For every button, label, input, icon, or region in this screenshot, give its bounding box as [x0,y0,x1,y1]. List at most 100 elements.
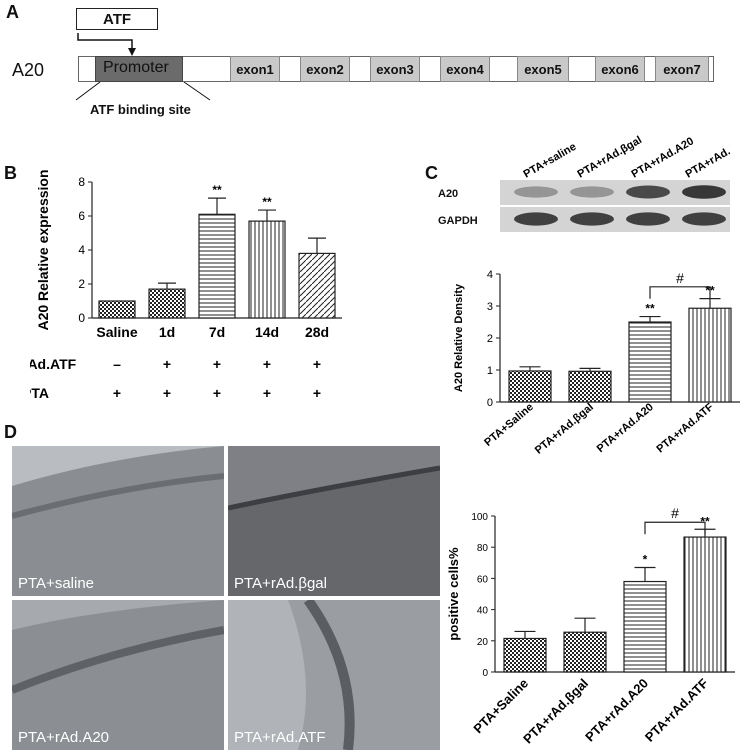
condition-mark: + [313,356,321,372]
exon-7: exon7 [655,56,709,82]
category-label: PTA+rAd.A20 [595,401,656,455]
category-label: Saline [96,324,137,340]
y-axis-label: A20 Relative Density [453,283,465,392]
exon-3: exon3 [370,56,420,82]
chart-d: 0 20 40 60 80 100 positive cells% PTA+Saline PTA… [446,505,735,746]
category-label: 28d [305,324,329,340]
tissue-texture [12,446,224,596]
blot-band [570,212,614,226]
bar [563,631,607,673]
category-label: PTA+rAd.βgal [533,401,596,457]
category-label: 1d [159,324,175,340]
bar [148,288,186,319]
micrograph-3: PTA+rAd.A20 [12,600,224,750]
micrograph-label: PTA+rAd.βgal [234,575,327,592]
blot-band [682,185,726,199]
blot-row-a20: A20 [438,188,459,200]
bar [628,321,672,403]
significance-bracket [644,521,706,535]
bar [198,213,236,319]
blot-band [514,186,558,198]
condition-label: PTA [30,385,49,401]
y-tick-label: 20 [477,637,489,648]
category-label: PTA+Saline [482,401,536,449]
blot-bands [514,185,726,226]
category-label: 7d [209,324,225,340]
category-label: PTA+Saline [470,676,531,737]
arrow-schematic [75,33,211,101]
blot-row-gapdh: GAPDH [438,215,478,227]
blot-band [570,186,614,198]
chart-b: 0 2 4 6 8 A20 Relative expression Saline 1d ** 7d… [30,170,342,401]
panel-label-a: A [6,2,19,22]
chart-c-category-labels: PTA+SalinePTA+rAd.βgalPTA+rAd.A20PTA+rAd… [482,401,716,457]
bracket-label: # [671,505,679,521]
significance-mark: * [643,552,648,566]
exon-1: exon1 [230,56,280,82]
significance-mark: ** [262,195,272,209]
binding-site-label: ATF binding site [90,102,191,117]
y-tick-label: 3 [487,301,493,313]
panel-label-b: B [4,163,17,183]
exon-6: exon6 [595,56,645,82]
atf-box: ATF [76,8,158,30]
bar [688,307,732,403]
y-tick-label: 100 [471,512,488,523]
tissue-texture [228,446,440,596]
blot-band [626,212,670,226]
bar [508,370,552,403]
significance-mark: ** [645,302,655,316]
bar [568,370,612,403]
blot-lane-label: PTA+saline [522,141,579,180]
micrograph-2: PTA+rAd.βgal [228,446,440,596]
blot-band [514,212,558,226]
blot-band [626,185,670,199]
y-axis-label: positive cells% [446,547,461,641]
category-label: PTA+rAd.ATF [642,675,711,744]
significance-bracket [649,286,711,299]
bar [98,300,136,319]
bracket-label: # [676,270,684,286]
condition-mark: + [163,385,171,401]
y-tick-label: 4 [78,243,85,257]
micrograph-label: PTA+rAd.ATF [234,729,326,746]
condition-mark: + [213,356,221,372]
y-tick-label: 4 [487,269,493,281]
y-tick-label: 8 [78,175,85,189]
tissue-texture [228,600,440,750]
y-tick-label: 2 [78,277,85,291]
blot-band [682,212,726,226]
condition-mark: + [163,356,171,372]
promoter-label: Promoter [103,59,169,76]
y-tick-label: 0 [482,668,488,679]
y-tick-label: 80 [477,543,489,554]
exon-4: exon4 [440,56,490,82]
promoter-region [95,56,183,82]
panel-label-c: C [425,163,438,183]
y-tick-label: 1 [487,365,493,377]
condition-mark: + [313,385,321,401]
significance-mark: ** [212,183,222,197]
significance-mark: ** [700,514,710,528]
condition-mark: + [263,385,271,401]
condition-mark: + [113,385,121,401]
y-tick-label: 60 [477,574,489,585]
bar [503,637,547,673]
category-label: PTA+rAd.ATF [654,401,716,455]
micrograph-label: PTA+saline [18,575,95,592]
micrograph-4: PTA+rAd.ATF [228,600,440,750]
y-tick-label: 0 [78,311,85,325]
bar [248,220,286,319]
panel-label-d: D [4,422,17,442]
condition-label: rAd.ATF [30,356,77,372]
y-tick-label: 6 [78,209,85,223]
micrograph-label: PTA+rAd.A20 [18,729,110,746]
y-axis-label: A20 Relative expression [35,170,51,331]
condition-mark: + [213,385,221,401]
tissue-texture [12,600,224,750]
category-label: 14d [255,324,279,340]
condition-mark: + [263,356,271,372]
bar [683,536,727,673]
y-tick-label: 0 [487,397,493,407]
blot-lane-labels: PTA+saline PTA+rAd.βgal PTA+rAd.A20 PTA+… [522,134,731,180]
